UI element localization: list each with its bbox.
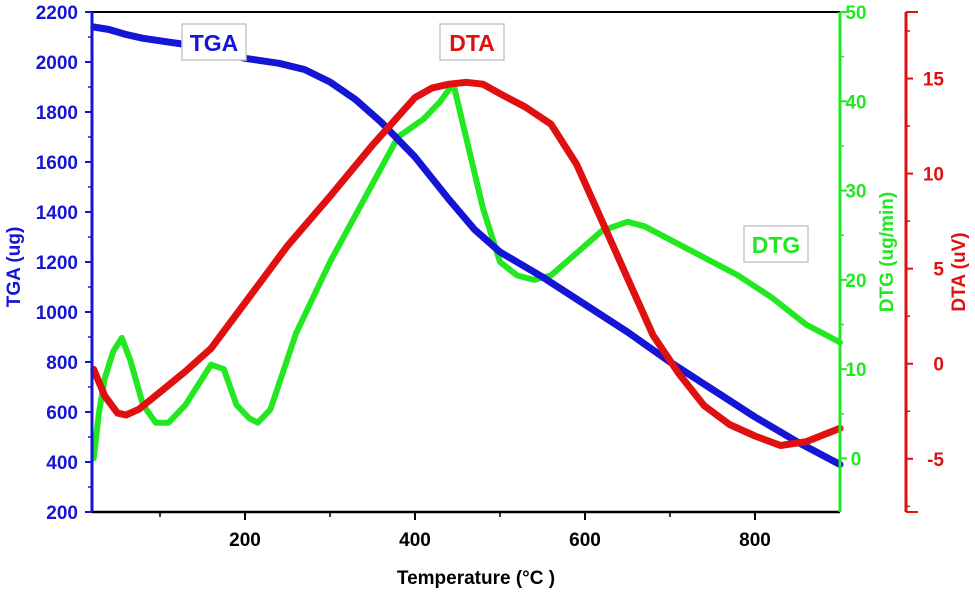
annotation-box [743,225,809,263]
series-layer [90,23,844,468]
tga-tick-label: 1600 [36,153,78,174]
dtg-tick-label: 40 [845,92,866,113]
plot-frame [92,11,840,514]
x-tick-label: 200 [229,530,261,551]
dtg-tick-label: 50 [845,3,866,24]
dtg-tick-label: 20 [845,271,866,292]
dtg-tick-label: 10 [845,360,866,381]
annotation-label: DTA [449,30,495,56]
dtg-tick-label: 30 [845,182,866,203]
annotation-tga: TGA [181,23,247,61]
tga-tick-label: 200 [46,503,78,524]
tga-tick-label: 400 [46,453,78,474]
legend-layer: TGA DTA DTG [181,23,809,263]
dtg-axis-title: DTG (ug/min) [877,192,898,312]
annotation-label: TGA [190,30,239,56]
dta-tick-label: 5 [933,260,944,281]
tga-axis-title: TGA (ug) [4,227,25,308]
dta-axis-title: DTA (uV) [949,232,970,311]
tga-tick-label: 2000 [36,53,78,74]
series-dta-line [90,78,844,449]
annotation-box [439,23,505,61]
x-tick-label: 600 [569,530,601,551]
x-axis-title: Temperature (°C ) [397,568,555,589]
annotation-dtg: DTG [743,225,809,263]
annotation-label: DTG [752,232,801,258]
series-dtg-line [90,80,843,462]
tga-tick-label: 1000 [36,303,78,324]
tga-tick-label: 2200 [36,3,78,24]
annotation-box [181,23,247,61]
annotation-dta: DTA [439,23,505,61]
tga-tick-label: 1200 [36,253,78,274]
dta-tick-label: 0 [933,355,944,376]
tga-tick-label: 1400 [36,203,78,224]
series-tga-line [90,23,844,468]
dta-tick-label: 15 [923,70,945,91]
dta-tick-label: 10 [923,165,944,186]
tga-tick-label: 1800 [36,103,78,124]
x-tick-label: 800 [739,530,771,551]
tga-tick-label: 600 [46,403,78,424]
tga-tick-label: 800 [46,353,78,374]
x-tick-label: 400 [399,530,431,551]
dta-tick-label: -5 [927,450,944,471]
dtg-tick-label: 0 [851,449,862,470]
